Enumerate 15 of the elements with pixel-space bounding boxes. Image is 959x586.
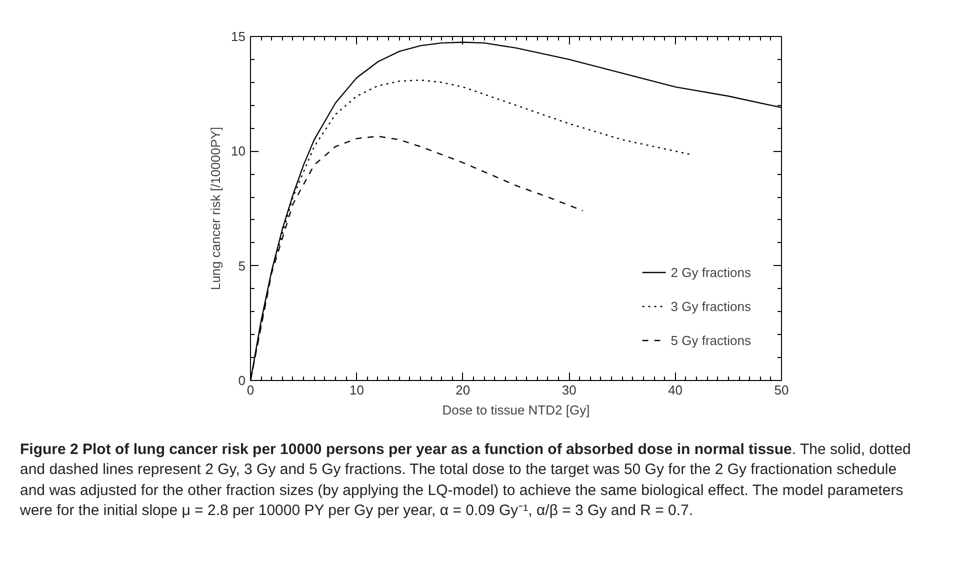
legend-label: 5 Gy fractions	[670, 332, 751, 348]
y-tick-label: 15	[231, 29, 246, 44]
x-tick-label: 50	[774, 382, 789, 398]
y-tick-label: 5	[238, 258, 246, 274]
x-tick-label: 10	[349, 382, 364, 398]
text: Figure 2 Plot of lung cancer risk per 10000 persons per year as a function of absorbed dose in normal tissue	[20, 441, 792, 458]
legend-label: 3 Gy fractions	[670, 298, 751, 314]
legend-label: 2 Gy fractions	[670, 264, 751, 280]
x-tick-label: 40	[668, 382, 683, 398]
y-tick-label: 0	[238, 373, 246, 388]
y-axis-title: Lung cancer risk [/10000PY]	[208, 126, 224, 290]
y-tick-label: 10	[231, 144, 246, 159]
x-axis-title: Dose to tissue NTD2 [Gy]	[442, 402, 590, 418]
x-tick-label: 30	[562, 382, 576, 398]
x-tick-label: 20	[456, 382, 470, 398]
